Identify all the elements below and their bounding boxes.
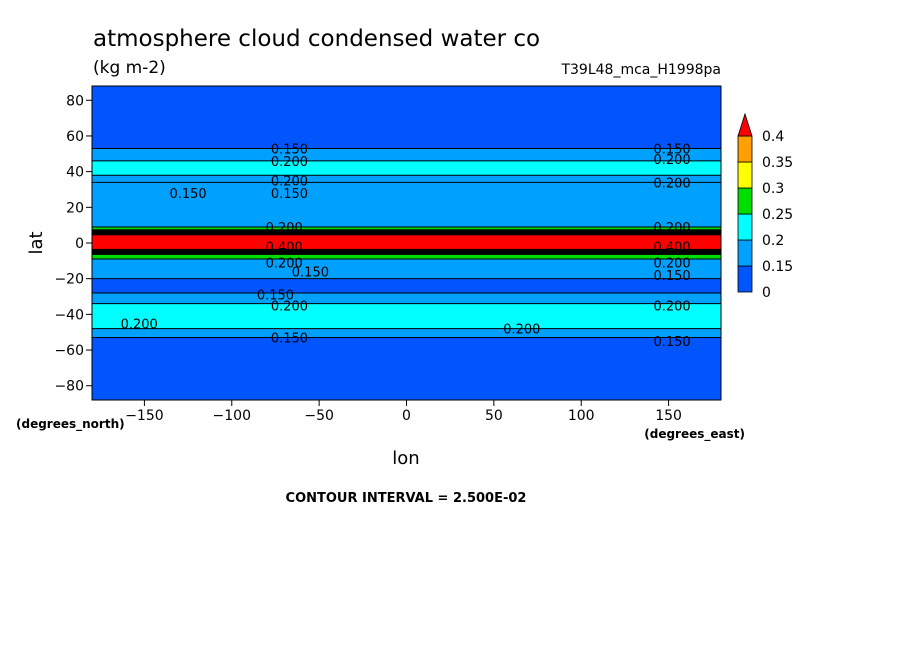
y-tick-label: 60 [66, 129, 84, 145]
zonal-band [92, 303, 721, 329]
zonal-band [92, 160, 721, 176]
contour-label: 0.200 [653, 221, 690, 236]
contour-label: 0.150 [653, 142, 690, 157]
colorbar-label: 0.15 [762, 259, 793, 275]
contour-label-layer: 0.1500.2000.2000.1500.1500.1500.2000.200… [121, 142, 691, 350]
contour-label: 0.150 [271, 142, 308, 157]
contour-label: 0.200 [266, 257, 303, 272]
contour-label: 0.150 [292, 266, 329, 281]
y-tick-label: 0 [75, 236, 84, 252]
zonal-band [92, 251, 721, 260]
zonal-band [92, 292, 721, 304]
x-tick-label: 100 [568, 408, 595, 424]
zonal-band-layer [92, 86, 721, 400]
colorbar-segment [737, 135, 753, 163]
y-tick-label: −80 [54, 379, 84, 395]
colorbar-label: 0 [762, 285, 771, 301]
x-tick-label: 0 [402, 408, 411, 424]
contour-label: 0.150 [271, 187, 308, 202]
x-unit-label: (degrees_east) [644, 427, 745, 442]
contour-label: 0.150 [271, 332, 308, 347]
zonal-band [92, 337, 721, 400]
contour-line-cluster [92, 248, 721, 255]
contour-label: 0.200 [266, 221, 303, 236]
x-axis-ticks: −150 −100 −50 0 50 100 150 [125, 400, 682, 424]
y-tick-label: −60 [54, 343, 84, 359]
x-tick-label: −100 [213, 408, 251, 424]
y-tick-label: 20 [66, 200, 84, 216]
zonal-band [92, 259, 721, 279]
colorbar-label: 0.25 [762, 207, 793, 223]
contour-label: 0.400 [653, 241, 690, 256]
contour-label: 0.200 [503, 323, 540, 338]
zonal-band [92, 278, 721, 293]
y-unit-label: (degrees_north) [16, 417, 125, 432]
colorbar-arrow [737, 112, 753, 137]
colorbar-segment [737, 213, 753, 241]
x-axis-label: lon [392, 448, 419, 469]
y-axis-ticks: 80 60 40 20 0 −20 −40 −60 −80 [54, 93, 92, 395]
colorbar-label: 0.4 [762, 129, 784, 145]
y-tick-label: 80 [66, 93, 84, 109]
x-tick-label: 150 [655, 408, 682, 424]
colorbar-segment [737, 161, 753, 189]
zonal-band [92, 232, 721, 252]
plot-area: 0.1500.2000.2000.1500.1500.1500.2000.200… [92, 86, 721, 400]
colorbar-segment [737, 265, 753, 293]
x-tick-label: 50 [485, 408, 503, 424]
contour-label: 0.150 [653, 335, 690, 350]
contour-label: 0.200 [271, 175, 308, 190]
contour-line-layer [92, 147, 721, 339]
y-tick-label: −20 [54, 272, 84, 288]
y-axis-label: lat [26, 231, 47, 254]
colorbar-segment [737, 187, 753, 215]
contour-label: 0.200 [653, 257, 690, 272]
contour-line-cluster [92, 229, 721, 236]
contour-label: 0.150 [257, 289, 294, 304]
contour-interval-text: CONTOUR INTERVAL = 2.500E-02 [286, 491, 527, 506]
colorbar-label: 0.2 [762, 233, 784, 249]
run-id-label: T39L48_mca_H1998pa [560, 62, 721, 78]
colorbar-label: 0.3 [762, 181, 784, 197]
contour-label: 0.200 [653, 153, 690, 168]
contour-label: 0.200 [653, 176, 690, 191]
zonal-band [92, 148, 721, 161]
colorbar-segment [737, 239, 753, 267]
plot-title: atmosphere cloud condensed water co [93, 26, 540, 52]
contour-label: 0.400 [266, 241, 303, 256]
y-tick-label: 40 [66, 165, 84, 181]
zonal-band [92, 175, 721, 183]
contour-label: 0.150 [169, 187, 206, 202]
contour-label: 0.200 [271, 155, 308, 170]
y-tick-label: −40 [54, 307, 84, 323]
contour-label: 0.200 [121, 317, 158, 332]
colorbar: 0 0.15 0.2 0.25 0.3 0.35 0.4 [737, 112, 793, 301]
plot-units: (kg m-2) [93, 58, 166, 78]
contour-label: 0.200 [653, 299, 690, 314]
zonal-band [92, 328, 721, 338]
colorbar-label: 0.35 [762, 155, 793, 171]
contour-label: 0.150 [653, 269, 690, 284]
x-tick-label: −50 [304, 408, 334, 424]
zonal-band [92, 182, 721, 227]
zonal-band [92, 86, 721, 149]
x-tick-label: −150 [125, 408, 163, 424]
contour-label: 0.200 [271, 299, 308, 314]
